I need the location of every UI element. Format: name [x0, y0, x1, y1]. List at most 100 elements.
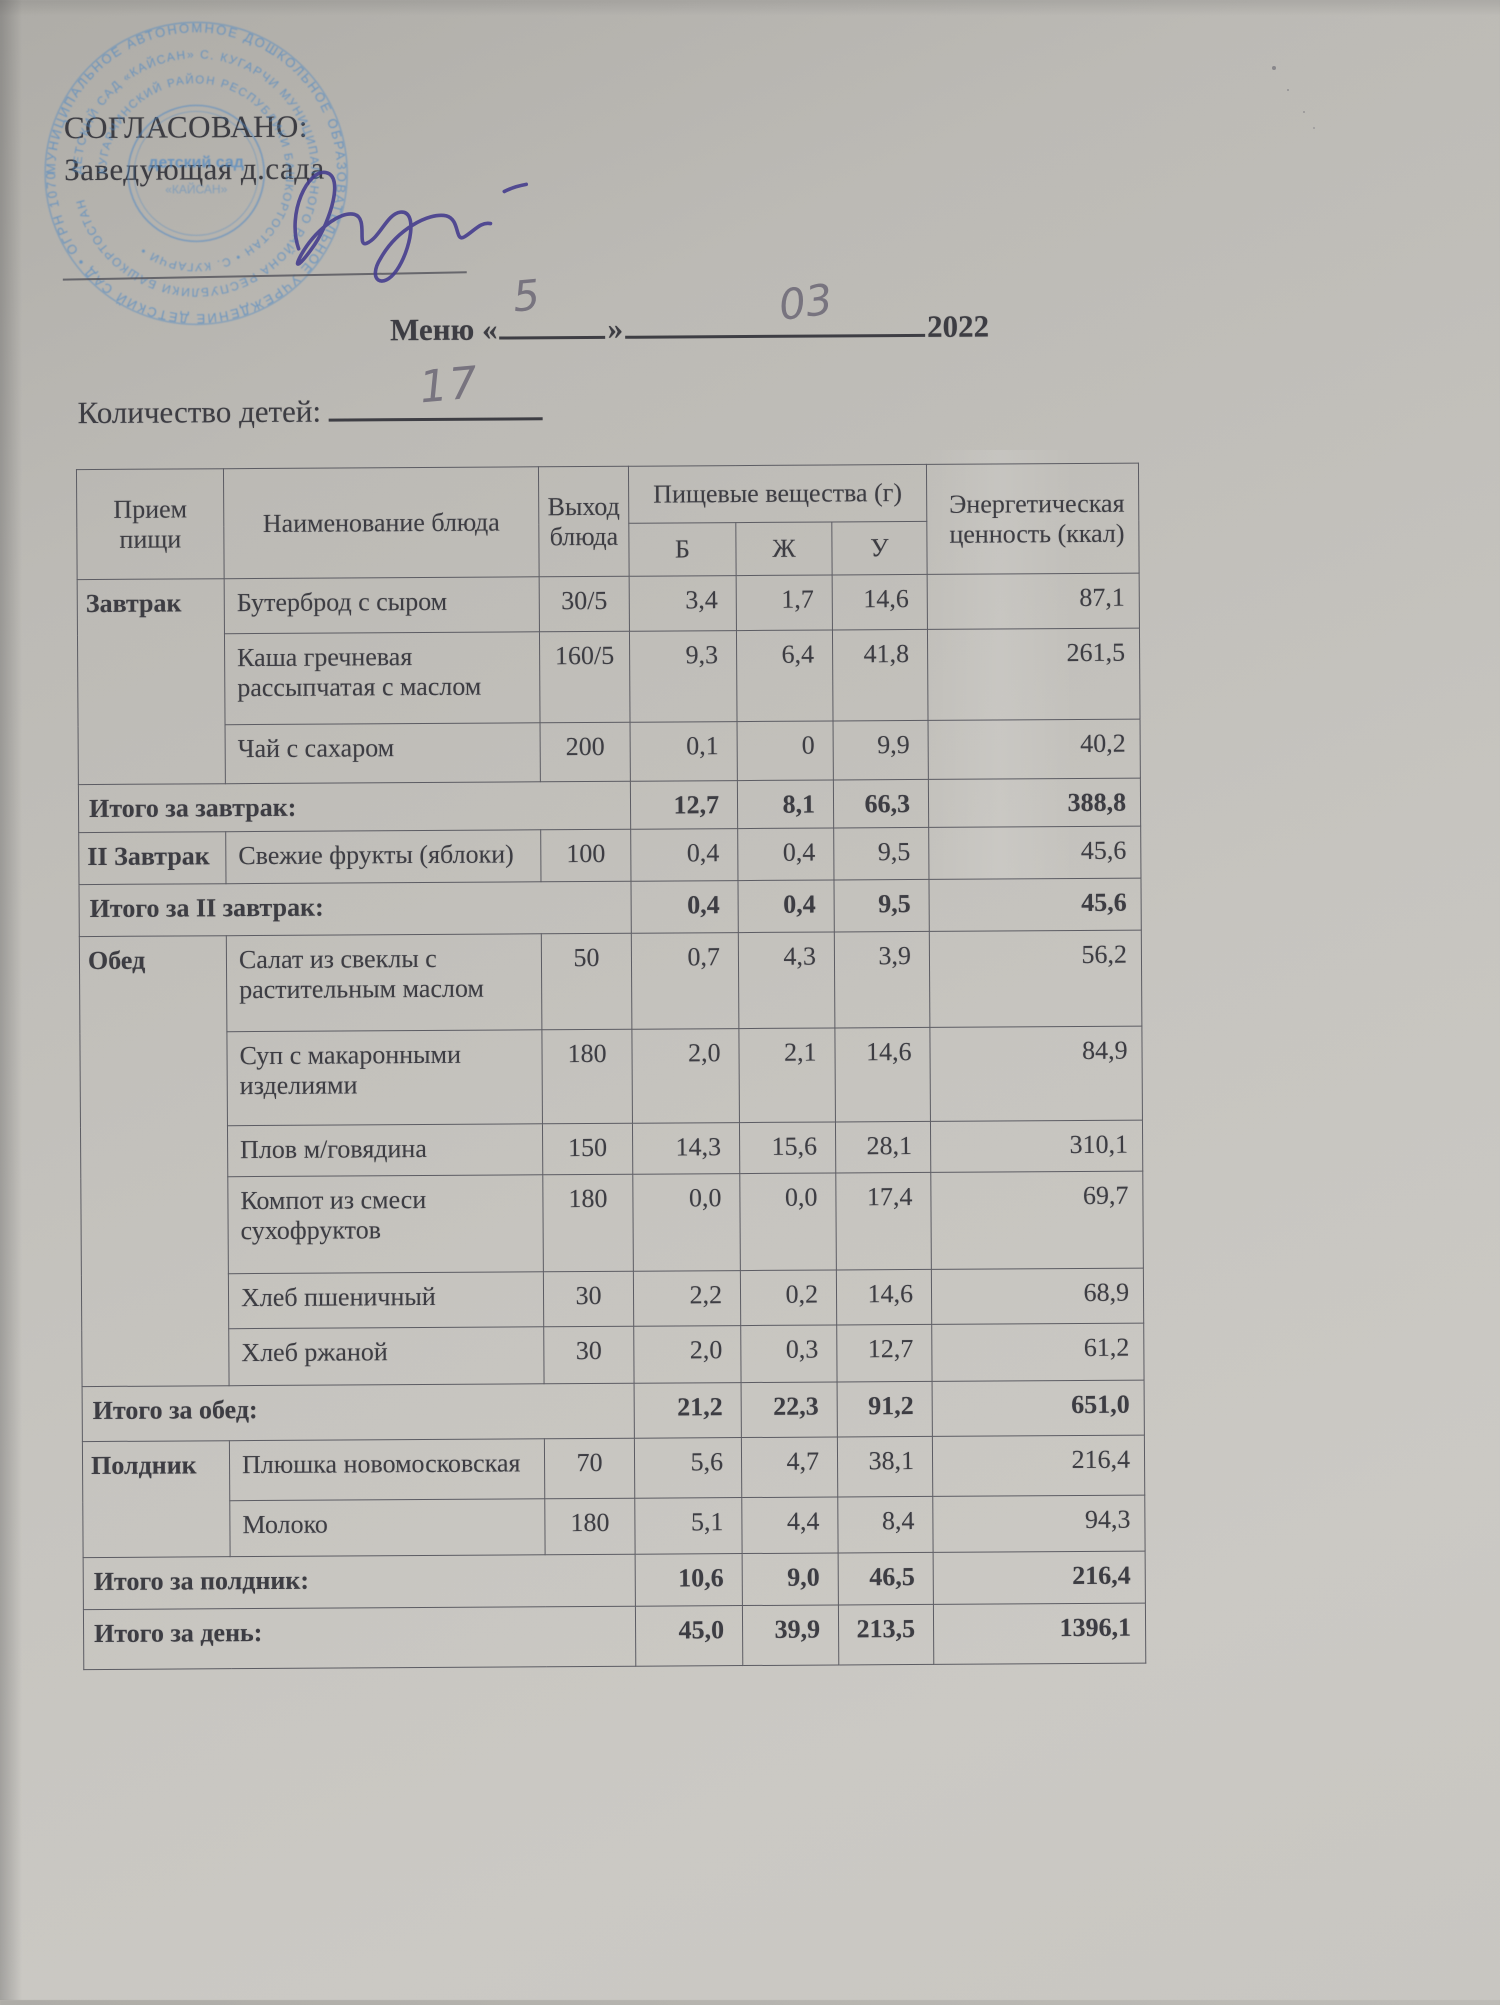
- section-total-row: Итого за полдник: 10,6 9,0 46,5 216,4: [83, 1551, 1146, 1610]
- table-row: Компот из смеси сухофруктов 180 0,0 0,0 …: [81, 1171, 1144, 1274]
- carb-cell: 41,8: [832, 629, 929, 721]
- fat-cell: 4,3: [738, 931, 835, 1029]
- carb-cell: 66,3: [833, 779, 929, 828]
- carb-cell: 8,4: [837, 1496, 934, 1553]
- kcal-cell: 388,8: [928, 778, 1141, 828]
- fat-cell: 15,6: [739, 1121, 836, 1174]
- header-nutrients: Пищевые вещества (г): [628, 464, 927, 524]
- kcal-cell: 216,4: [932, 1435, 1145, 1497]
- menu-table: Прием пищи Наименование блюда Выход блюд…: [76, 463, 1146, 1670]
- carb-cell: 12,7: [836, 1324, 933, 1382]
- table-row: Хлеб пшеничный 30 2,2 0,2 14,6 68,9: [81, 1268, 1144, 1329]
- total-label-cell: Итого за полдник:: [83, 1554, 636, 1610]
- portion-cell: 100: [540, 829, 631, 882]
- handwritten-day: 5: [510, 270, 542, 322]
- carb-cell: 9,5: [833, 827, 930, 880]
- section-total-row: Итого за II завтрак: 0,4 0,4 9,5 45,6: [79, 878, 1142, 937]
- portion-cell: 200: [540, 722, 631, 782]
- meal-cell: II Завтрак: [78, 831, 227, 885]
- section-total-row: Итого за завтрак: 12,7 8,1 66,3 388,8: [78, 778, 1141, 833]
- meal-cell: Полдник: [82, 1440, 231, 1558]
- protein-cell: 5,1: [634, 1497, 743, 1555]
- dish-cell: Каша гречневая рассыпчатая с маслом: [224, 631, 541, 725]
- table-row: Хлеб ржаной 30 2,0 0,3 12,7 61,2: [82, 1323, 1145, 1386]
- table-row: Плов м/говядина 150 14,3 15,6 28,1 310,1: [80, 1120, 1143, 1177]
- protein-cell: 5,6: [634, 1437, 742, 1499]
- fat-cell: 0,2: [740, 1269, 837, 1326]
- total-label-cell: Итого за завтрак:: [78, 781, 631, 833]
- kindergarten-round-stamp-icon: МУНИЦИПАЛЬНОЕ АВТОНОМНОЕ ДОШКОЛЬНОЕ ОБРА…: [23, 0, 350, 328]
- protein-cell: 0,0: [632, 1173, 741, 1272]
- portion-cell: 180: [541, 1029, 633, 1124]
- dish-cell: Хлеб пшеничный: [228, 1271, 544, 1329]
- protein-cell: 3,4: [629, 575, 737, 632]
- fat-cell: 8,1: [737, 779, 834, 829]
- photo-top-shadow: [0, 0, 1500, 16]
- kcal-cell: 45,6: [929, 878, 1142, 932]
- header-portion: Выход блюда: [538, 466, 630, 577]
- carb-cell: 3,9: [834, 931, 930, 1028]
- carb-cell: 17,4: [835, 1172, 932, 1270]
- children-count-label: Количество детей:: [77, 393, 329, 431]
- menu-title: Меню « » 2022: [390, 303, 990, 349]
- stamp-center-subtext: «КАЙСАН»: [165, 181, 227, 196]
- dish-cell: Компот из смеси сухофруктов: [227, 1174, 544, 1274]
- dish-cell: Салат из свеклы с растительным маслом: [226, 933, 542, 1032]
- protein-cell: 2,0: [633, 1325, 742, 1384]
- dish-cell: Плюшка новомосковская: [229, 1438, 545, 1501]
- table-row: Молоко 180 5,1 4,4 8,4 94,3: [83, 1495, 1146, 1557]
- menu-title-prefix: Меню «: [390, 311, 498, 348]
- fat-cell: 0,3: [740, 1324, 838, 1383]
- kcal-cell: 261,5: [927, 628, 1141, 721]
- protein-cell: 0,7: [631, 932, 739, 1030]
- portion-cell: 180: [542, 1174, 634, 1272]
- kcal-cell: 56,2: [929, 930, 1142, 1028]
- kcal-cell: 216,4: [933, 1551, 1146, 1605]
- protein-cell: 14,3: [632, 1122, 740, 1175]
- dish-cell: Бутерброд с сыром: [224, 576, 540, 634]
- table-row: Каша гречневая рассыпчатая с маслом 160/…: [77, 628, 1141, 725]
- carb-cell: 38,1: [837, 1436, 933, 1497]
- fat-cell: 6,4: [736, 629, 834, 722]
- portion-cell: 70: [544, 1438, 635, 1499]
- kcal-cell: 94,3: [932, 1495, 1146, 1553]
- dish-cell: Молоко: [229, 1498, 546, 1557]
- portion-cell: 180: [544, 1498, 636, 1555]
- portion-cell: 30/5: [539, 576, 630, 632]
- fat-cell: 22,3: [741, 1381, 838, 1438]
- protein-cell: 2,0: [631, 1028, 740, 1124]
- carb-cell: 14,6: [836, 1269, 932, 1325]
- portion-cell: 160/5: [539, 631, 631, 723]
- fat-cell: 0: [737, 720, 834, 781]
- fat-cell: 4,4: [741, 1496, 839, 1554]
- total-label-cell: Итого за II завтрак:: [79, 881, 632, 937]
- kcal-cell: 87,1: [927, 573, 1140, 630]
- kcal-cell: 40,2: [928, 719, 1141, 780]
- header-dish: Наименование блюда: [223, 466, 540, 579]
- portion-cell: 30: [543, 1271, 634, 1327]
- table-row: Суп с макаронными изделиями 180 2,0 2,1 …: [80, 1026, 1143, 1126]
- carb-cell: 14,6: [834, 1027, 931, 1122]
- day-total-row: Итого за день: 45,0 39,9 213,5 1396,1: [83, 1603, 1146, 1670]
- meal-cell: Завтрак: [77, 578, 226, 785]
- table-header-row: Прием пищи Наименование блюда Выход блюд…: [76, 463, 1140, 580]
- portion-cell: 50: [541, 933, 632, 1030]
- header-carbs: У: [831, 521, 928, 575]
- header-fat: Ж: [735, 521, 833, 576]
- carb-cell: 14,6: [832, 574, 928, 630]
- menu-title-year: 2022: [926, 308, 990, 344]
- svg-text:КУГАРЧИНСКИЙ РАЙОН РЕСПУБЛИКИ: КУГАРЧИНСКИЙ РАЙОН РЕСПУБЛИКИ БАШКОРТОСТ…: [96, 73, 295, 273]
- dish-cell: Хлеб ржаной: [228, 1326, 545, 1386]
- portion-cell: 30: [543, 1326, 635, 1384]
- handwritten-month: 03: [776, 274, 836, 330]
- protein-cell: 0,1: [630, 721, 738, 782]
- kcal-cell: 310,1: [930, 1120, 1143, 1173]
- portion-cell: 150: [542, 1123, 633, 1175]
- table-row: Завтрак Бутерброд с сыром 30/5 3,4 1,7 1…: [77, 573, 1140, 785]
- fat-cell: 0,4: [737, 879, 835, 933]
- kcal-cell: 84,9: [929, 1026, 1143, 1122]
- header-protein: Б: [628, 522, 737, 577]
- table-row: Полдник Плюшка новомосковская 70 5,6 4,7…: [82, 1435, 1145, 1558]
- month-blank-line: [624, 303, 926, 339]
